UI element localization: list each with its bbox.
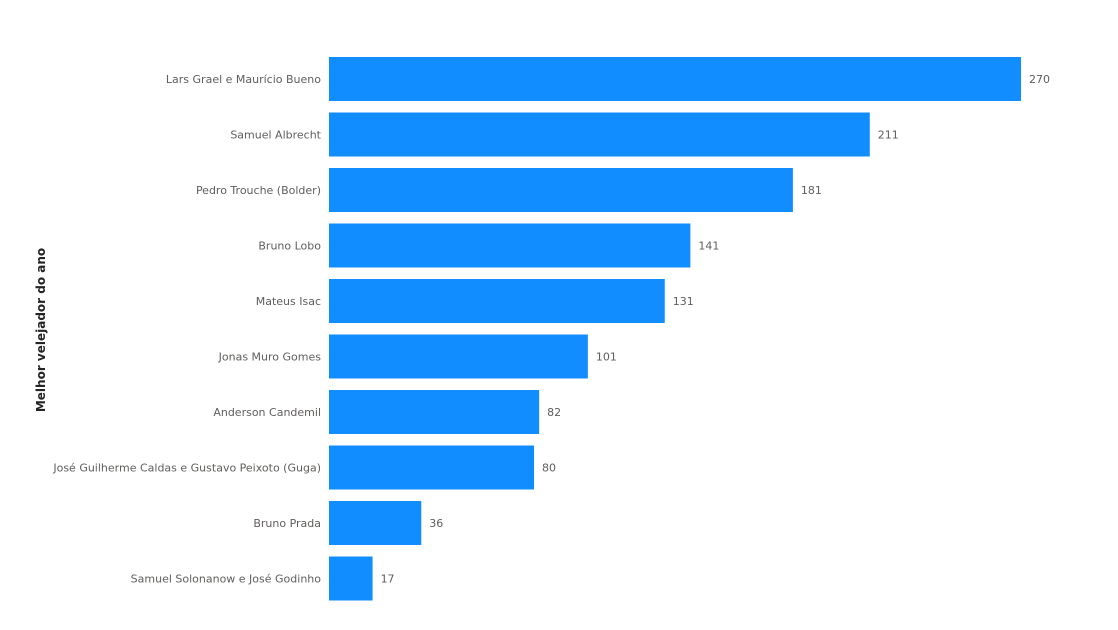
bar[interactable] — [329, 57, 1021, 101]
category-label: Bruno Lobo — [258, 240, 321, 253]
category-label: José Guilherme Caldas e Gustavo Peixoto … — [52, 462, 321, 475]
category-label: Samuel Solonanow e José Godinho — [131, 573, 322, 586]
data-label: 181 — [801, 184, 822, 197]
bars-group — [329, 57, 1021, 601]
bar[interactable] — [329, 501, 422, 545]
bar[interactable] — [329, 556, 373, 601]
data-label: 82 — [547, 406, 561, 419]
category-label: Pedro Trouche (Bolder) — [196, 184, 321, 197]
bar[interactable] — [329, 168, 793, 212]
category-label: Anderson Candemil — [213, 406, 321, 419]
bar[interactable] — [329, 279, 665, 323]
bar[interactable] — [329, 445, 535, 490]
value-labels-group: 270 211 181 141 131 101 82 80 36 17 — [381, 73, 1050, 586]
category-label: Bruno Prada — [253, 517, 321, 530]
data-label: 36 — [429, 517, 443, 530]
data-label: 17 — [381, 573, 395, 586]
data-label: 131 — [673, 295, 694, 308]
data-label: 141 — [698, 240, 719, 253]
category-label: Mateus Isac — [256, 295, 321, 308]
data-label: 80 — [542, 462, 556, 475]
bar[interactable] — [329, 223, 691, 268]
data-label: 270 — [1029, 73, 1050, 86]
data-label: 211 — [878, 129, 899, 142]
bar[interactable] — [329, 334, 588, 379]
category-label: Lars Grael e Maurício Bueno — [166, 73, 321, 86]
bar[interactable] — [329, 112, 870, 157]
data-label: 101 — [596, 351, 617, 364]
category-labels-group: Lars Grael e Maurício Bueno Samuel Albrec… — [52, 73, 321, 586]
category-label: Jonas Muro Gomes — [218, 351, 322, 364]
category-label: Samuel Albrecht — [230, 129, 321, 142]
bar[interactable] — [329, 390, 540, 434]
